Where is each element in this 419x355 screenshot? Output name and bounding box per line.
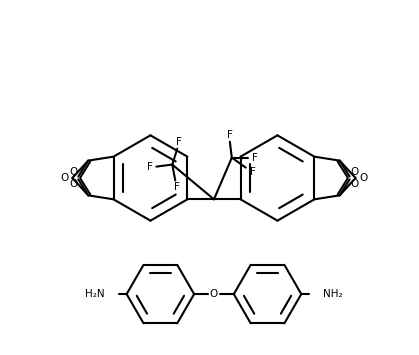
Text: F: F — [176, 137, 182, 147]
Text: F: F — [250, 166, 256, 176]
Text: O: O — [350, 166, 359, 176]
Text: O: O — [350, 179, 359, 190]
Text: O: O — [210, 289, 218, 299]
Text: F: F — [252, 153, 258, 163]
Text: O: O — [60, 173, 69, 183]
Text: F: F — [227, 130, 233, 140]
Text: F: F — [174, 182, 180, 192]
Text: F: F — [147, 162, 153, 171]
Text: O: O — [69, 166, 78, 176]
Text: H₂N: H₂N — [85, 289, 105, 299]
Text: O: O — [69, 179, 78, 190]
Text: NH₂: NH₂ — [323, 289, 343, 299]
Text: O: O — [360, 173, 367, 183]
